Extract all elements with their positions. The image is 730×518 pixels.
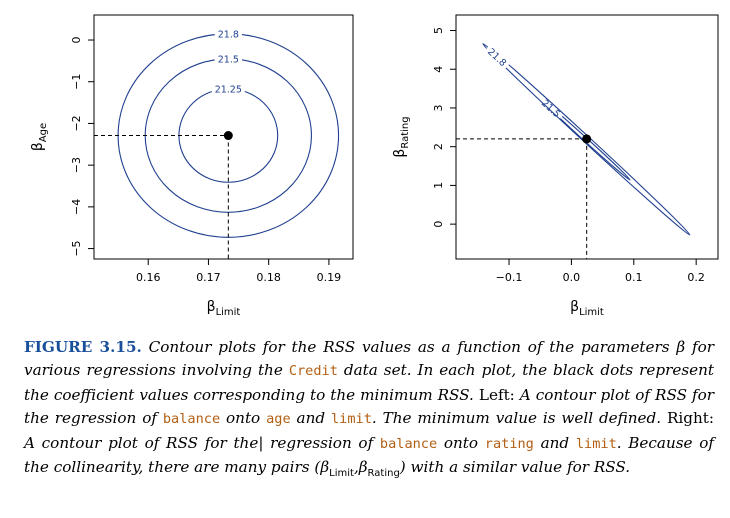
code-balance: balance (379, 435, 438, 452)
beta-rating-term: βRating (358, 458, 400, 480)
contour-label-bg (214, 52, 242, 65)
x-tick-label: 0.19 (317, 271, 342, 284)
right-word: Right: (666, 409, 715, 428)
contour-label: 21.25 (215, 84, 242, 95)
y-tick-label: 3 (432, 104, 445, 111)
x-tick-label: 0.1 (625, 271, 643, 284)
y-tick-label: 0 (432, 221, 445, 228)
contour-label: 21.8 (218, 29, 239, 40)
code-balance: balance (162, 411, 221, 428)
caption-text: data set. In each plot, the black dots r… (24, 361, 714, 404)
y-axis-title: βAge (30, 123, 49, 151)
beta-symbol: β (676, 338, 686, 356)
x-tick-label: 0.18 (256, 271, 281, 284)
x-tick-label: −0.1 (496, 271, 523, 284)
caption-text: onto (220, 409, 267, 428)
caption-text: and (290, 409, 331, 428)
code-limit: limit (330, 411, 372, 428)
contour-label-bg (211, 82, 245, 95)
caption-text: . The minimum value is well defined. (371, 409, 667, 428)
x-tick-label: 0.2 (687, 271, 705, 284)
y-axis-title: βRating (392, 116, 411, 157)
caption-text: Contour plots for the RSS values as a fu… (141, 338, 677, 356)
code-rating: rating (484, 435, 534, 452)
figure-label: FIGURE 3.15. (24, 338, 142, 356)
y-tick-label: −2 (70, 115, 83, 131)
x-tick-label: 0.17 (196, 271, 221, 284)
y-tick-label: 1 (432, 182, 445, 189)
caption-text: ) with a similar value for RSS. (399, 458, 631, 477)
y-axis-subscript: Rating (400, 116, 411, 148)
caption-text: for various regressions involving the (24, 338, 714, 380)
caption-text: A contour plot of RSS for the regression… (24, 385, 715, 428)
contour-label-bg (537, 94, 566, 122)
code-age: age (266, 411, 291, 428)
code-limit: limit (575, 435, 617, 452)
y-tick-label: 5 (432, 27, 445, 34)
caption-text: onto (437, 433, 485, 452)
y-axis-symbol: β (30, 142, 46, 151)
beta-limit-term: βLimit (320, 458, 354, 480)
x-tick-label: 0.16 (136, 271, 161, 284)
y-axis-symbol: β (392, 149, 408, 158)
x-axis-title: βLimit (207, 299, 241, 318)
minimum-point (223, 131, 233, 141)
x-axis-subscript: Limit (579, 307, 604, 318)
caption-text: . Because of the collinearity, there are… (24, 433, 715, 477)
x-axis-subscript: Limit (216, 307, 241, 318)
x-axis-symbol: β (570, 299, 579, 315)
y-tick-label: 2 (432, 143, 445, 150)
contour-label-bg (483, 43, 512, 71)
y-tick-label: −5 (70, 240, 83, 256)
comma: , (353, 458, 359, 477)
plot-frame (93, 14, 354, 260)
caption-text: A contour plot of RSS for the| regressio… (24, 433, 380, 452)
y-axis-subscript: Age (38, 123, 49, 142)
x-tick-label: 0.0 (563, 271, 581, 284)
y-tick-label: −3 (70, 157, 83, 173)
caption-text: and (533, 433, 576, 452)
minimum-point (582, 134, 592, 144)
left-contour-plot: 0.16 0.17 0.18 0.190−1−2−3−4−5βLimitβAge21.… (30, 14, 354, 318)
contour-label-bg (214, 27, 242, 40)
y-tick-label: 0 (70, 37, 83, 44)
contour-label: 21.5 (218, 54, 239, 65)
figure-plots: 0.16 0.17 0.18 0.190−1−2−3−4−5βLimitβAge21.… (30, 14, 719, 318)
figure-caption: FIGURE 3.15. Contour plots for the RSS v… (24, 336, 714, 485)
code-credit: Credit (288, 363, 338, 380)
y-tick-label: −4 (70, 199, 83, 215)
left-word: Left: (478, 385, 515, 404)
x-axis-title: βLimit (570, 299, 604, 318)
x-axis-symbol: β (207, 299, 216, 315)
y-tick-label: −1 (70, 74, 83, 90)
y-tick-label: 4 (432, 66, 445, 73)
